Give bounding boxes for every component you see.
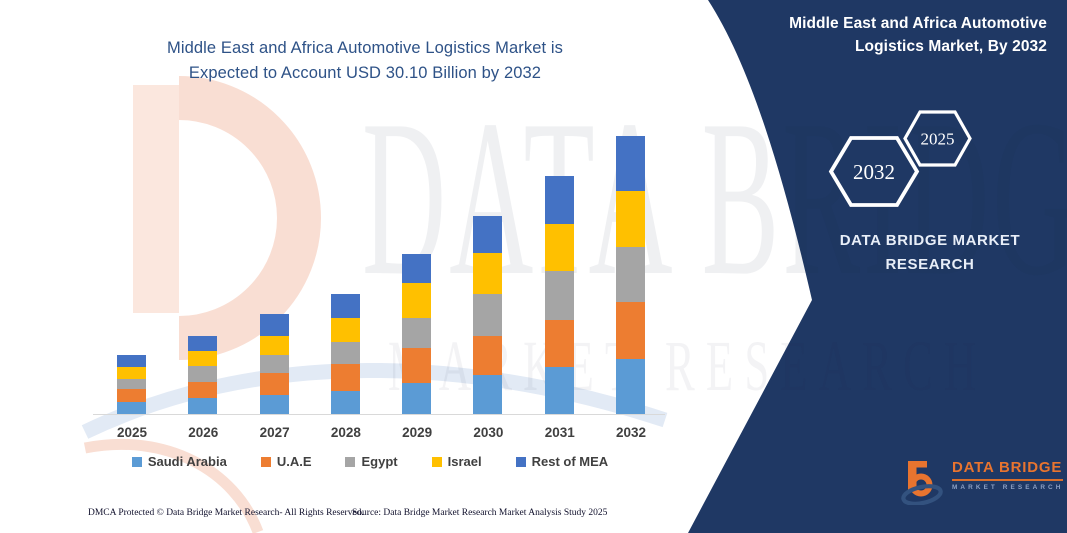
bar-segment-u-a-e	[330, 364, 360, 391]
bar-2031	[544, 175, 574, 414]
bar-2032	[615, 136, 645, 414]
bar-segment-saudi-arabia	[544, 366, 574, 414]
bar-segment-egypt	[544, 270, 574, 320]
legend-label: Rest of MEA	[531, 454, 609, 469]
bar-segment-egypt	[188, 366, 218, 382]
hexagon-2032	[828, 136, 920, 207]
bar-segment-israel	[473, 253, 503, 294]
bar-segment-u-a-e	[188, 381, 218, 399]
legend-item-israel: Israel	[431, 454, 482, 469]
legend-swatch-icon	[431, 456, 442, 467]
dbmr-logo-tagline: MARKET RESEARCH	[952, 484, 1064, 491]
bar-segment-u-a-e	[544, 319, 574, 367]
bar-segment-egypt	[473, 293, 503, 336]
bar-segment-saudi-arabia	[188, 398, 218, 414]
dbmr-logo: DATA BRIDGE MARKET RESEARCH	[901, 459, 1064, 505]
bar-2030	[473, 216, 503, 414]
bar-segment-rest-of-mea	[544, 175, 574, 224]
bar-segment-israel	[188, 351, 218, 367]
panel-brand-caption-line2: RESEARCH	[885, 256, 975, 273]
legend-swatch-icon	[260, 456, 271, 467]
chart-title-line1: Middle East and Africa Automotive Logist…	[167, 39, 563, 57]
x-axis-label-2029: 2029	[402, 425, 433, 440]
bar-segment-saudi-arabia	[259, 394, 289, 414]
bar-segment-rest-of-mea	[259, 314, 289, 336]
bar-2026	[188, 335, 218, 414]
bar-segment-rest-of-mea	[615, 136, 645, 191]
x-axis-label-2026: 2026	[188, 425, 219, 440]
x-axis-label-2025: 2025	[117, 425, 148, 440]
legend-label: Saudi Arabia	[147, 454, 227, 469]
panel-brand-caption-line1: DATA BRIDGE MARKET	[839, 232, 1021, 249]
bar-segment-egypt	[117, 378, 146, 390]
bar-segment-israel	[330, 317, 360, 342]
legend-swatch-icon	[345, 456, 356, 467]
x-axis-label-2028: 2028	[330, 425, 361, 440]
panel-title-line1: Middle East and Africa Automotive	[789, 15, 1047, 32]
bar-segment-u-a-e	[402, 348, 432, 383]
bar-segment-u-a-e	[473, 335, 503, 376]
bar-segment-egypt	[259, 354, 289, 374]
footer-dmca-text: DMCA Protected © Data Bridge Market Rese…	[88, 508, 364, 518]
bar-segment-saudi-arabia	[402, 382, 432, 414]
bar-segment-rest-of-mea	[402, 254, 432, 283]
bar-segment-saudi-arabia	[473, 375, 503, 414]
bar-segment-saudi-arabia	[330, 390, 360, 414]
x-axis-labels: 2025 2026 2027 2028 2029 2030 2031 2032	[117, 425, 647, 440]
bar-2025	[117, 354, 146, 414]
bar-segment-rest-of-mea	[188, 335, 218, 352]
legend-label: Egypt	[361, 454, 398, 469]
panel-title: Middle East and Africa Automotive Logist…	[717, 12, 1047, 58]
bar-2029	[402, 254, 432, 414]
legend-item-u-a-e: U.A.E	[260, 454, 312, 469]
legend-swatch-icon	[515, 456, 526, 467]
bar-segment-saudi-arabia	[117, 402, 146, 414]
legend-item-saudi-arabia: Saudi Arabia	[131, 454, 227, 469]
year-hexagons: 2025 2032	[828, 110, 972, 207]
legend-label: U.A.E	[276, 454, 312, 469]
chart-legend: Saudi Arabia U.A.E Egypt Israel Rest of MEA	[90, 454, 650, 469]
x-axis-line	[93, 414, 665, 415]
bar-segment-israel	[615, 190, 645, 247]
x-axis-label-2032: 2032	[615, 425, 647, 440]
x-axis-label-2031: 2031	[544, 425, 575, 440]
dbmr-logo-name: DATA BRIDGE	[952, 459, 1064, 481]
bar-2027	[259, 314, 289, 414]
bar-segment-egypt	[330, 341, 360, 365]
bar-segment-egypt	[615, 246, 645, 303]
bar-segment-rest-of-mea	[117, 354, 146, 367]
bar-segment-israel	[117, 366, 146, 379]
panel-brand-caption: DATA BRIDGE MARKET RESEARCH	[800, 229, 1060, 277]
legend-item-egypt: Egypt	[345, 454, 398, 469]
bar-segment-israel	[259, 335, 289, 355]
bar-segment-saudi-arabia	[615, 358, 645, 414]
bar-segment-rest-of-mea	[473, 216, 503, 254]
bar-segment-israel	[402, 282, 432, 318]
hexagon-2032-label: 2032	[853, 160, 895, 184]
bar-segment-israel	[544, 223, 574, 271]
legend-swatch-icon	[131, 456, 142, 467]
bar-segment-rest-of-mea	[330, 293, 360, 318]
bar-segment-u-a-e	[615, 302, 645, 359]
x-axis-label-2027: 2027	[259, 425, 290, 440]
legend-item-rest-of-mea: Rest of MEA	[515, 454, 609, 469]
hexagon-2025-label: 2025	[921, 130, 955, 149]
bar-segment-egypt	[402, 317, 432, 349]
chart-title: Middle East and Africa Automotive Logist…	[85, 36, 645, 85]
hexagon-2025	[903, 110, 972, 167]
bar-chart-plot-area	[117, 120, 645, 414]
chart-title-line2: Expected to Account USD 30.10 Billion by…	[188, 63, 542, 82]
legend-label: Israel	[447, 454, 482, 469]
dbmr-b-icon	[901, 461, 943, 505]
footer-source-text: Source: Data Bridge Market Research Mark…	[352, 508, 608, 518]
bar-segment-u-a-e	[259, 373, 289, 395]
panel-title-line2: Logistics Market, By 2032	[854, 38, 1047, 55]
bar-segment-u-a-e	[117, 389, 146, 402]
bar-2028	[330, 293, 360, 414]
x-axis-label-2030: 2030	[473, 425, 504, 440]
